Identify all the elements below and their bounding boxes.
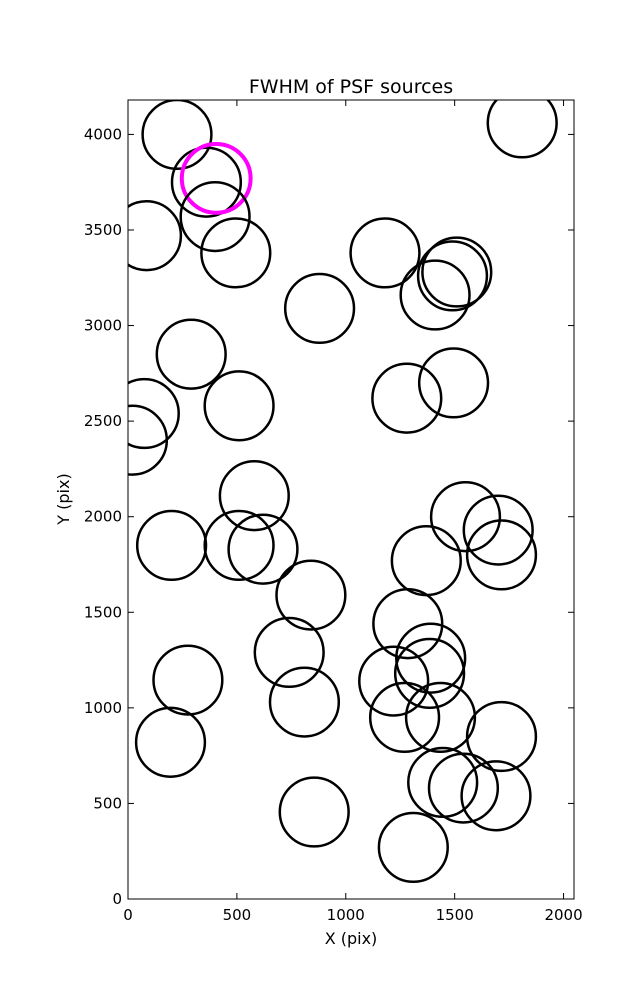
x-axis: 0 500 1000 1500 2000 xyxy=(123,100,583,924)
source-marker-33 xyxy=(268,666,341,738)
plot-frame xyxy=(127,99,575,900)
x-axis-label: X (pix) xyxy=(325,929,378,948)
source-marker-14 xyxy=(371,362,443,434)
source-marker-5 xyxy=(200,217,272,289)
source-marker-10 xyxy=(399,259,471,331)
source-marker-7 xyxy=(349,217,421,289)
x-tick-label: 2000 xyxy=(544,906,582,924)
y-tick-label: 3500 xyxy=(84,221,122,239)
source-marker-1 xyxy=(170,146,243,218)
source-marker-17 xyxy=(128,404,169,476)
y-tick-label: 0 xyxy=(112,890,122,908)
source-marker-34 xyxy=(404,681,477,754)
source-marker-37 xyxy=(134,706,207,778)
source-marker-32 xyxy=(152,644,224,716)
x-tick-label: 1500 xyxy=(436,906,474,924)
chart-title: FWHM of PSF sources xyxy=(249,76,453,98)
x-tick-label: 500 xyxy=(223,906,252,924)
x-tick-label: 1000 xyxy=(327,906,365,924)
y-tick-label: 4000 xyxy=(84,125,122,143)
y-tick-label: 500 xyxy=(93,794,122,812)
source-marker-24 xyxy=(227,513,299,585)
source-marker-38 xyxy=(407,746,479,819)
source-marker-42 xyxy=(377,811,449,884)
source-marker-40 xyxy=(460,760,532,832)
highlighted-source-marker xyxy=(179,142,253,215)
source-marker-18 xyxy=(218,460,290,532)
source-marker-12 xyxy=(155,318,227,390)
source-marker-16 xyxy=(203,370,275,442)
y-tick-label: 2500 xyxy=(84,412,122,430)
source-marker-27 xyxy=(372,588,444,660)
source-marker-25 xyxy=(390,525,462,597)
source-marker-41 xyxy=(278,776,350,848)
source-marker-22 xyxy=(135,509,208,582)
source-marker-3 xyxy=(179,180,251,253)
y-tick-label: 2000 xyxy=(84,508,122,526)
y-axis: 0 500 1000 1500 2000 2500 3000 3500 4000 xyxy=(84,125,574,908)
source-marker-9 xyxy=(416,240,489,312)
source-marker-36 xyxy=(465,700,538,773)
source-marker-19 xyxy=(429,481,502,553)
source-marker-23 xyxy=(203,509,275,582)
source-marker-11 xyxy=(283,272,356,345)
source-marker-30 xyxy=(393,637,466,710)
source-marker-0 xyxy=(141,100,213,171)
source-marker-13 xyxy=(417,347,490,419)
source-marker-4 xyxy=(128,200,183,272)
source-marker-21 xyxy=(465,519,538,591)
y-tick-label: 3000 xyxy=(84,317,122,335)
y-axis-label: Y (pix) xyxy=(54,473,73,525)
source-marker-35 xyxy=(368,681,441,754)
source-marker-20 xyxy=(462,494,534,566)
source-marker-15 xyxy=(128,377,180,450)
x-tick-label: 0 xyxy=(123,906,133,924)
source-marker-28 xyxy=(395,622,467,694)
source-marker-31 xyxy=(358,645,430,717)
source-marker-26 xyxy=(275,559,347,631)
marker-layer xyxy=(128,100,558,884)
source-marker-8 xyxy=(421,236,493,308)
y-tick-label: 1500 xyxy=(84,603,122,621)
source-marker-39 xyxy=(427,752,500,824)
y-tick-label: 1000 xyxy=(84,699,122,717)
source-marker-6 xyxy=(486,100,558,159)
source-marker-29 xyxy=(253,616,325,689)
